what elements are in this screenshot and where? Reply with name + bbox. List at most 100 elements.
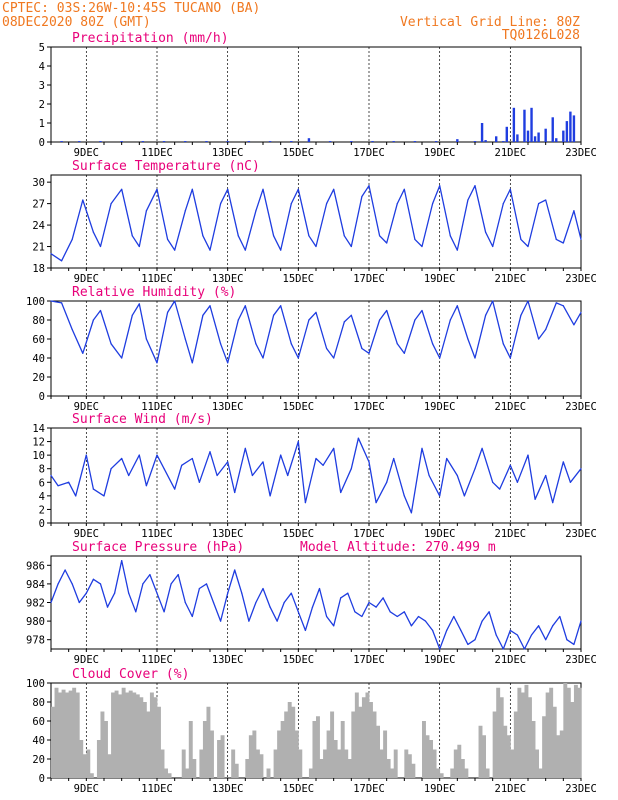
precip-bar	[268, 141, 272, 142]
cloud-bar	[376, 725, 380, 778]
data-point	[403, 611, 405, 613]
precip-bar	[120, 141, 123, 142]
y-tick-label: 982	[26, 598, 45, 610]
x-date-label: 15DEC	[283, 147, 315, 159]
data-point	[502, 648, 504, 650]
plot-frame	[50, 427, 582, 524]
x-date-label: 19DEC	[424, 654, 456, 666]
precip-bar	[562, 130, 565, 142]
x-date-label: 19DEC	[424, 401, 456, 413]
data-point	[520, 314, 522, 316]
data-point	[580, 468, 582, 470]
cloud-bar	[492, 711, 497, 778]
x-date-label: 23DEC	[565, 654, 597, 666]
data-point	[92, 578, 94, 580]
cloud-bar	[160, 749, 165, 778]
data-point	[357, 437, 359, 439]
cloud-bar	[552, 706, 557, 778]
data-point	[202, 235, 204, 237]
cloud-bar	[206, 706, 211, 778]
data-point	[421, 447, 423, 449]
data-point	[50, 253, 52, 255]
data-point	[439, 185, 441, 187]
data-point	[333, 357, 335, 359]
data-point	[138, 454, 140, 456]
data-point	[368, 461, 370, 463]
data-point	[128, 592, 130, 594]
data-point	[527, 245, 529, 248]
x-date-label: 23DEC	[565, 147, 597, 159]
x-date-label: 15DEC	[283, 783, 315, 795]
data-point	[492, 300, 494, 302]
panel-title: Surface Temperature (nC)	[72, 159, 260, 174]
data-point	[347, 592, 349, 594]
cloud-bar	[146, 711, 151, 778]
data-point	[308, 319, 310, 321]
precip-bar	[60, 141, 63, 142]
cloud-bar	[167, 773, 172, 778]
cloud-bar	[248, 735, 253, 778]
data-point	[177, 574, 179, 576]
cloud-bar	[499, 697, 504, 778]
cloud-bar	[291, 706, 296, 778]
data-point	[421, 245, 423, 248]
x-date-label: 11DEC	[141, 528, 173, 540]
x-date-label: 15DEC	[283, 401, 315, 413]
cloud-bar	[393, 749, 398, 778]
cloud-bar	[107, 754, 112, 778]
data-point	[545, 639, 547, 641]
y-tick-label: 2	[39, 99, 45, 111]
data-point	[220, 620, 222, 622]
cloud-bar	[482, 735, 486, 778]
y-tick-label: 2	[39, 504, 45, 516]
panel-subtitle: Model Altitude: 270.499 m	[300, 540, 496, 555]
data-point	[410, 625, 412, 627]
precip-bar	[572, 115, 576, 142]
data-point	[121, 457, 123, 460]
cloud-bar	[323, 749, 327, 778]
precip-bar	[523, 109, 526, 142]
plot-frame	[50, 555, 582, 650]
data-point	[555, 238, 557, 240]
data-point	[311, 606, 314, 608]
series-line	[50, 437, 582, 514]
cloud-bar	[439, 773, 444, 778]
data-point	[198, 481, 200, 483]
data-point	[326, 347, 328, 350]
data-point	[389, 611, 391, 613]
data-point	[340, 491, 342, 494]
data-point	[403, 188, 405, 190]
data-point	[350, 245, 352, 248]
x-date-label: 19DEC	[424, 147, 456, 159]
y-tick-label: 12	[32, 437, 45, 449]
cloud-bar	[517, 687, 522, 778]
data-point	[78, 601, 80, 604]
data-point	[216, 474, 218, 477]
data-point	[85, 454, 87, 456]
data-point	[428, 474, 430, 477]
data-point	[552, 502, 554, 504]
x-date-label: 13DEC	[212, 528, 244, 540]
data-point	[432, 203, 434, 205]
y-tick-label: 0	[39, 518, 45, 530]
data-point	[308, 235, 310, 237]
cloud-bar	[118, 694, 123, 778]
precip-bar	[99, 141, 102, 142]
data-point	[191, 362, 193, 364]
header-model-id: TQ0126L028	[502, 28, 580, 43]
data-point	[456, 249, 458, 251]
cloud-bar	[351, 711, 356, 778]
data-point	[110, 203, 112, 205]
data-point	[545, 199, 547, 201]
cloud-bar	[559, 730, 564, 778]
data-point	[121, 357, 123, 359]
data-point	[110, 343, 112, 345]
x-date-label: 11DEC	[141, 401, 173, 413]
data-point	[534, 498, 536, 500]
panel-title: Relative Humidity (%)	[72, 285, 236, 300]
cloud-bar	[82, 754, 87, 778]
precip-bar	[307, 138, 311, 142]
data-point	[92, 488, 94, 490]
data-point	[191, 615, 193, 618]
x-date-label: 13DEC	[212, 273, 244, 285]
